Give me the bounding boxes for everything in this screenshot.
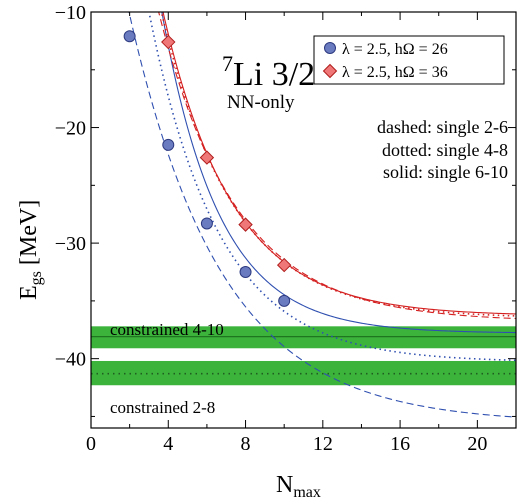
data-point-diamond-3 xyxy=(238,217,253,232)
legend-marker-circle xyxy=(324,42,336,54)
y-tick-label: −10 xyxy=(55,2,86,24)
legend-entry-2-omega: Ω = 36 xyxy=(403,64,448,81)
legend-entry-1-h: h xyxy=(395,41,403,58)
band-layer xyxy=(91,326,516,386)
x-tick-label: 8 xyxy=(241,433,251,455)
band-label-upper: constrained 4-10 xyxy=(110,320,224,339)
legend-entry-2-lambda: λ = 2.5, xyxy=(342,64,395,81)
chart-title: 7Li 3/2- NN-only xyxy=(222,51,323,113)
x-axis-title: Nmax xyxy=(276,472,321,501)
y-tick-label: −40 xyxy=(55,349,86,371)
data-point-circle-2 xyxy=(162,138,175,151)
plot-frame xyxy=(90,11,517,429)
annotation-solid: solid: single 6-10 xyxy=(383,162,508,182)
x-axis-subscript: max xyxy=(293,484,321,501)
title-subtitle: NN-only xyxy=(227,92,295,113)
data-point-diamond-4 xyxy=(276,257,292,273)
y-tick-label: −20 xyxy=(55,118,86,140)
marker-layer xyxy=(123,30,292,307)
y-axis-subscript: gs xyxy=(28,271,45,285)
annotation-dotted: dotted: single 4-8 xyxy=(382,140,508,160)
annotation-dashed: dashed: single 2-6 xyxy=(377,117,508,137)
legend: λ = 2.5, hΩ = 26 λ = 2.5, hΩ = 36 xyxy=(313,35,505,85)
legend-entry-1: λ = 2.5, hΩ = 26 xyxy=(342,41,448,58)
data-point-circle-3 xyxy=(200,217,213,230)
legend-marker-diamond xyxy=(322,63,338,79)
legend-entry-1-omega: Ω = 26 xyxy=(403,41,448,58)
x-tick-label: 20 xyxy=(467,433,487,455)
x-tick-label: 12 xyxy=(313,433,333,455)
data-point-circle-1 xyxy=(123,30,136,43)
legend-box xyxy=(313,35,505,85)
fit-curve-2-dotted xyxy=(160,12,516,317)
x-tick-label: 16 xyxy=(390,433,410,455)
x-tick-label: 4 xyxy=(163,433,173,455)
data-point-circle-4 xyxy=(239,266,252,278)
constraint-band-2 xyxy=(91,360,516,386)
legend-entry-2: λ = 2.5, hΩ = 36 xyxy=(342,64,448,81)
y-axis-title: Egs [MeV] xyxy=(16,200,45,300)
title-main: Li 3/2 xyxy=(233,56,315,93)
y-axis-unit: [MeV] xyxy=(16,200,42,271)
tick-layer: 0 4 8 12 16 20 −40 −30 −20 −10 xyxy=(55,2,517,455)
curve-layer xyxy=(128,12,516,418)
fit-curve-2-solid xyxy=(162,12,516,315)
title-mass-number: 7 xyxy=(222,51,233,76)
x-axis-symbol: N xyxy=(276,472,293,498)
x-tick-label: 0 xyxy=(86,433,96,455)
data-point-diamond-1 xyxy=(161,34,176,50)
legend-entry-1-lambda: λ = 2.5, xyxy=(342,41,395,58)
data-point-circle-5 xyxy=(278,294,291,307)
band-label-lower: constrained 2-8 xyxy=(110,398,215,417)
svg-text:7Li 3/2-: 7Li 3/2- xyxy=(222,51,323,93)
data-point-diamond-2 xyxy=(199,150,215,165)
legend-entry-2-h: h xyxy=(395,64,403,81)
y-tick-label: −30 xyxy=(55,233,86,255)
y-axis-symbol: E xyxy=(16,285,42,300)
fit-curve-1-solid xyxy=(161,12,516,334)
